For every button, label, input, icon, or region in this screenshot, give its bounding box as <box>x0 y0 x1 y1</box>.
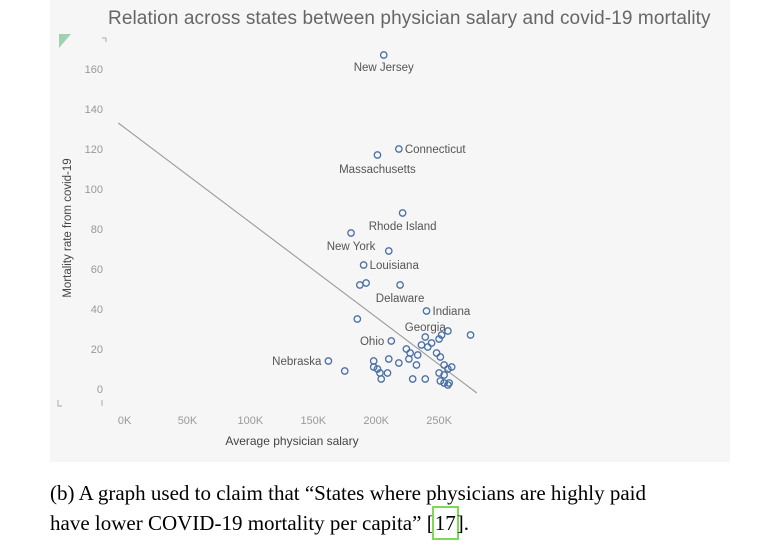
point-label: Connecticut <box>405 144 467 156</box>
data-point <box>384 247 393 255</box>
data-point <box>413 351 422 359</box>
citation-link[interactable]: 17 <box>431 506 459 540</box>
data-point <box>379 51 388 59</box>
data-point <box>340 367 349 375</box>
data-point <box>412 361 421 369</box>
data-point <box>423 343 432 351</box>
data-point <box>369 363 378 371</box>
data-point <box>373 151 382 159</box>
data-point <box>437 331 446 339</box>
data-point <box>422 307 431 315</box>
y-tick-label: 40 <box>91 304 103 316</box>
y-tick-label: 60 <box>91 264 103 276</box>
points-layer <box>324 51 475 389</box>
point-label: Rhode Island <box>369 221 437 233</box>
point-label: Louisiana <box>370 260 420 272</box>
data-point <box>406 349 415 357</box>
data-point <box>440 379 448 387</box>
chart-title: Relation across states between physician… <box>108 8 711 29</box>
data-point <box>444 365 452 373</box>
data-point <box>444 327 452 335</box>
citation-bracket-open: [ <box>426 511 434 535</box>
data-point <box>436 353 445 361</box>
data-point <box>347 229 355 237</box>
axis-corner-mark <box>102 37 107 42</box>
corner-triangle <box>59 34 71 48</box>
data-point <box>377 375 386 383</box>
data-point <box>421 333 430 341</box>
point-label: Georgia <box>405 322 447 334</box>
trendline-layer <box>117 122 478 394</box>
caption-line-1: (b) A graph used to claim that “States w… <box>50 481 647 505</box>
data-point <box>402 345 411 353</box>
chart-figure: Mortality rate from covid-19 Average phy… <box>50 0 730 462</box>
data-point <box>383 369 392 377</box>
data-point <box>394 359 403 367</box>
data-point <box>405 355 413 363</box>
point-label: Delaware <box>376 293 425 305</box>
scatter-plot: Mortality rate from covid-19 Average phy… <box>57 34 478 448</box>
x-tick-label: 50K <box>178 415 198 427</box>
data-point <box>440 361 448 369</box>
data-point <box>387 337 396 345</box>
y-tick-label: 80 <box>91 224 103 236</box>
figure-caption: (b) A graph used to claim that “States w… <box>50 478 750 540</box>
x-axis-label: Average physician salary <box>225 434 358 448</box>
point-label: New Jersey <box>354 62 414 74</box>
data-point <box>427 339 436 347</box>
point-label: Ohio <box>360 336 384 348</box>
data-point <box>432 349 441 357</box>
caption-line-2-text: have lower COVID-19 mortality per capita… <box>50 511 427 535</box>
axis-corner-mark <box>57 400 62 407</box>
data-point <box>440 371 448 379</box>
point-label: Nebraska <box>272 356 322 368</box>
data-point <box>466 331 475 339</box>
data-point <box>362 279 370 287</box>
data-point <box>359 261 368 269</box>
decor-layer <box>57 34 107 407</box>
x-tick-label: 200K <box>363 415 389 427</box>
data-point <box>417 341 426 349</box>
data-point <box>421 375 430 383</box>
data-point <box>324 357 333 365</box>
point-label: Massachusetts <box>339 164 416 176</box>
trend-line <box>117 122 478 394</box>
y-tick-label: 160 <box>85 64 103 76</box>
point-labels-layer: New Jersey Connecticut Massachusetts Rhode … <box>272 62 471 368</box>
y-axis-label-group: Mortality rate from covid-19 <box>62 158 74 297</box>
data-point <box>384 355 393 363</box>
data-point <box>394 145 403 153</box>
data-point <box>408 375 417 383</box>
x-tick-label: 100K <box>238 415 264 427</box>
caption-line-2: have lower COVID-19 mortality per capita… <box>50 506 750 540</box>
x-tick-label: 150K <box>300 415 326 427</box>
data-point <box>353 315 362 323</box>
data-point <box>447 363 456 371</box>
point-label: Indiana <box>433 306 471 318</box>
y-tick-label: 0 <box>97 384 103 396</box>
point-label: New York <box>327 241 376 253</box>
data-point <box>398 209 407 217</box>
citation-bracket-close: ]. <box>456 511 469 535</box>
x-tick-label: 0K <box>118 415 132 427</box>
ticks-layer: Average physician salary 0 20 40 60 80 100 120 1… <box>85 64 453 448</box>
y-axis-label: Mortality rate from covid-19 <box>62 158 74 297</box>
data-point <box>355 281 364 289</box>
data-point <box>445 379 454 387</box>
y-tick-label: 120 <box>85 144 103 156</box>
data-point <box>396 281 404 289</box>
x-tick-label: 250K <box>426 415 452 427</box>
data-point <box>436 377 445 385</box>
y-tick-label: 140 <box>85 104 103 116</box>
y-tick-label: 100 <box>85 184 103 196</box>
y-tick-label: 20 <box>91 344 103 356</box>
